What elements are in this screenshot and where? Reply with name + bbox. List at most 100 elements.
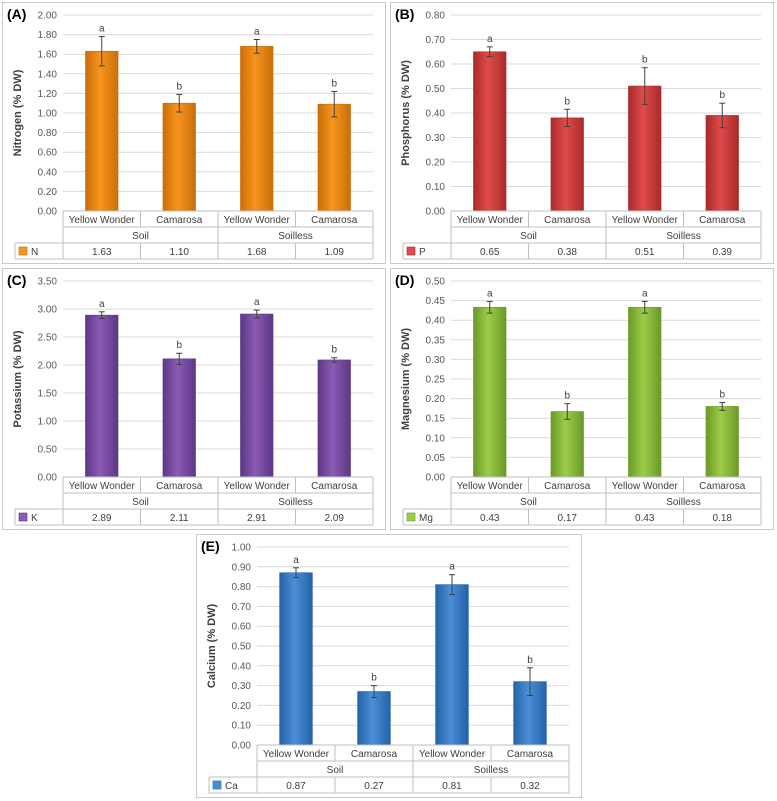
x-group-label: Soil: [132, 231, 149, 242]
y-tick-label: 0.35: [426, 335, 446, 346]
chart-svg: (B) Phosphorus (% DW) 0.00 0.10 0.20 0.30 0.40…: [395, 6, 762, 260]
data-value-label: 2.11: [170, 513, 189, 524]
y-tick-label: 0.50: [426, 277, 446, 288]
y-tick-label: 0.00: [426, 473, 446, 484]
y-tick-label: 0.70: [232, 602, 252, 613]
y-tick-label: 0.40: [426, 316, 446, 327]
y-tick-label: 1.80: [38, 30, 58, 41]
y-tick-label: 0.60: [38, 148, 58, 159]
legend-label: P: [419, 247, 426, 258]
x-group-label: Soilless: [474, 765, 508, 776]
significance-letter: b: [719, 390, 725, 401]
legend-label: N: [31, 247, 38, 258]
bar: [162, 102, 196, 212]
legend-swatch: [406, 512, 416, 522]
y-tick-label: 2.50: [38, 333, 58, 344]
y-tick-label: 0.40: [426, 109, 446, 120]
x-tick-label: Yellow Wonder: [69, 481, 136, 492]
x-tick-label: Yellow Wonder: [612, 481, 679, 492]
x-tick-label: Camarosa: [311, 215, 358, 226]
significance-letter: b: [719, 90, 725, 101]
x-tick-label: Camarosa: [699, 215, 746, 226]
y-tick-label: 0.50: [38, 445, 58, 456]
y-axis-label: Potassium (% DW): [12, 330, 24, 428]
bar: [435, 584, 469, 746]
chart-svg: (E) Calcium (% DW) 0.00 0.10 0.20 0.30 0.40 0.5…: [201, 538, 570, 794]
bar: [550, 411, 584, 478]
data-value-label: 0.51: [635, 247, 655, 258]
data-value-label: 0.27: [364, 781, 384, 792]
bar: [473, 306, 507, 478]
significance-letter: b: [176, 81, 182, 92]
data-value-label: 2.09: [325, 513, 345, 524]
significance-letter: b: [564, 391, 570, 402]
data-value-label: 0.43: [635, 513, 655, 524]
y-axis-label: Calcium (% DW): [206, 603, 218, 688]
chart-panel-e: (E) Calcium (% DW) 0.00 0.10 0.20 0.30 0.40 0.5…: [196, 534, 582, 798]
bar: [317, 103, 351, 212]
data-value-label: 2.89: [92, 513, 112, 524]
x-group-label: Soilless: [666, 231, 700, 242]
y-tick-label: 0.20: [232, 701, 252, 712]
y-tick-label: 0.25: [426, 375, 446, 386]
data-value-label: 2.91: [247, 513, 267, 524]
y-tick-label: 1.00: [232, 543, 252, 554]
panel-label: (C): [7, 272, 26, 288]
x-tick-label: Yellow Wonder: [263, 749, 330, 760]
legend-label: Mg: [419, 513, 433, 524]
legend-label: Ca: [225, 781, 238, 792]
y-tick-label: 0.70: [426, 35, 446, 46]
y-tick-label: 3.00: [38, 305, 58, 316]
legend-swatch: [212, 780, 222, 790]
bar: [85, 50, 119, 212]
bar: [550, 117, 584, 212]
y-tick-label: 2.00: [38, 361, 58, 372]
x-group-label: Soil: [327, 765, 344, 776]
significance-letter: b: [176, 340, 182, 351]
x-tick-label: Yellow Wonder: [457, 215, 524, 226]
x-tick-label: Camarosa: [156, 481, 203, 492]
panel-label: (A): [7, 6, 26, 22]
y-tick-label: 0.30: [426, 133, 446, 144]
chart-svg: (A) Nitrogen (% DW) 0.00 0.20 0.40 0.60 0.80 1.…: [7, 6, 374, 260]
y-tick-label: 0.15: [426, 414, 446, 425]
significance-letter: a: [487, 34, 493, 45]
y-tick-label: 0.50: [426, 84, 446, 95]
y-tick-label: 1.20: [38, 89, 58, 100]
y-tick-label: 0.80: [232, 582, 252, 593]
y-tick-label: 0.00: [426, 207, 446, 218]
data-value-label: 1.10: [170, 247, 190, 258]
legend-swatch: [406, 246, 416, 256]
x-tick-label: Camarosa: [156, 215, 203, 226]
data-value-label: 0.43: [480, 513, 500, 524]
y-tick-label: 1.40: [38, 69, 58, 80]
y-tick-label: 0.10: [426, 182, 446, 193]
x-tick-label: Camarosa: [311, 481, 358, 492]
legend-label: K: [31, 513, 38, 524]
bar: [240, 313, 274, 478]
data-value-label: 1.09: [325, 247, 345, 258]
significance-letter: b: [642, 55, 648, 66]
significance-letter: b: [331, 345, 337, 356]
significance-letter: a: [99, 24, 105, 35]
bar: [240, 46, 274, 212]
significance-letter: a: [293, 555, 299, 566]
x-tick-label: Camarosa: [699, 481, 746, 492]
data-value-label: 0.87: [286, 781, 306, 792]
data-value-label: 0.65: [480, 247, 500, 258]
y-tick-label: 0.80: [38, 128, 58, 139]
y-tick-label: 0.00: [38, 207, 58, 218]
x-tick-label: Yellow Wonder: [224, 215, 291, 226]
x-tick-label: Yellow Wonder: [612, 215, 679, 226]
x-tick-label: Camarosa: [351, 749, 398, 760]
y-tick-label: 2.00: [38, 11, 58, 22]
panel-label: (D): [395, 272, 414, 288]
data-value-label: 1.63: [92, 247, 112, 258]
legend-swatch: [18, 512, 28, 522]
y-tick-label: 0.05: [426, 453, 446, 464]
data-value-label: 0.17: [558, 513, 578, 524]
y-tick-label: 0.80: [426, 11, 446, 22]
y-tick-label: 1.50: [38, 389, 58, 400]
y-tick-label: 0.60: [232, 622, 252, 633]
x-tick-label: Yellow Wonder: [419, 749, 486, 760]
